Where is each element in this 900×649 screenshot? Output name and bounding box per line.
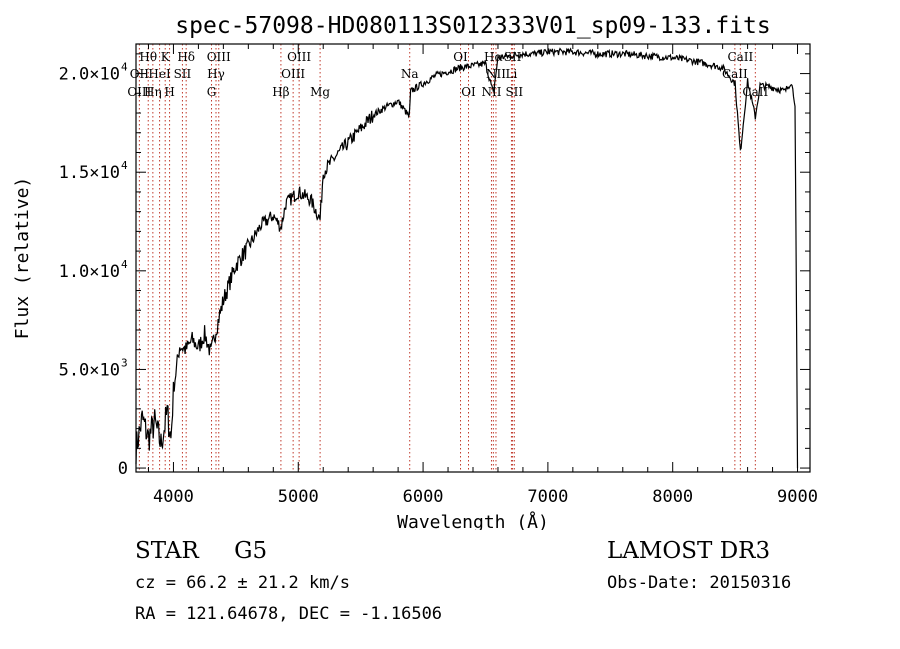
x-axis-label: Wavelength (Å) (397, 511, 549, 530)
line-label: Hη (144, 85, 162, 99)
y-tick-label: 1.0×10 (59, 262, 120, 282)
line-label: NII (486, 67, 506, 81)
x-tick-label: 5000 (278, 487, 319, 507)
x-tick-label: 8000 (652, 487, 693, 507)
line-label: Mg (310, 85, 330, 99)
line-label: Hγ (207, 67, 225, 81)
spectrum-series (135, 47, 799, 469)
line-label: SII (174, 67, 192, 81)
object-subclass: G5 (234, 538, 268, 564)
y-tick-exponent: 4 (121, 258, 128, 271)
x-tick-label: 6000 (403, 487, 444, 507)
line-label: OIII (287, 50, 311, 64)
y-tick-exponent: 4 (121, 159, 128, 172)
line-label: Na (401, 67, 419, 81)
line-label: OI (453, 50, 468, 64)
line-label: OI (461, 85, 476, 99)
line-label: CaII (727, 50, 753, 64)
y-tick-label: 0 (118, 459, 128, 479)
y-tick-exponent: 4 (121, 61, 128, 74)
line-label: SII (505, 85, 523, 99)
survey-name: LAMOST DR3 (607, 538, 771, 564)
line-label: Hα (484, 50, 503, 64)
object-class: STAR (135, 538, 199, 564)
line-label: NII (481, 85, 501, 99)
line-label: OIII (281, 67, 305, 81)
x-tick-label: 4000 (153, 487, 194, 507)
line-label: H (164, 85, 174, 99)
y-tick-label: 1.5×10 (59, 163, 120, 183)
line-label: Hδ (177, 50, 195, 64)
y-axis-label: Flux (relative) (12, 177, 33, 340)
plot-frame (135, 43, 811, 473)
emission-line-markers (138, 44, 756, 472)
line-label: OIII (207, 50, 231, 64)
line-label: OII (130, 67, 150, 81)
y-tick-label: 2.0×10 (59, 65, 120, 85)
line-label: SII (504, 50, 522, 64)
line-label: OIII (127, 85, 151, 99)
y-tick-exponent: 3 (121, 356, 128, 369)
y-tick-label: 5.0×10 (59, 360, 120, 380)
line-label: HeI (148, 67, 171, 81)
coordinates: RA = 121.64678, DEC = -1.16506 (135, 604, 443, 624)
x-tick-label: 9000 (777, 487, 818, 507)
x-tick-label: 7000 (527, 487, 568, 507)
line-label: CaII (742, 85, 768, 99)
line-label: CaII (722, 67, 748, 81)
redshift-value: cz = 66.2 ± 21.2 km/s (135, 573, 350, 593)
obs-date: Obs-Date: 20150316 (607, 573, 792, 593)
line-label: Hθ (139, 50, 157, 64)
line-label: K (161, 50, 171, 64)
line-label: Hβ (272, 85, 289, 99)
line-label: Li (506, 67, 518, 81)
line-label: G (207, 85, 217, 99)
chart-title: spec-57098-HD080113S012333V01_sp09-133.f… (175, 13, 770, 39)
